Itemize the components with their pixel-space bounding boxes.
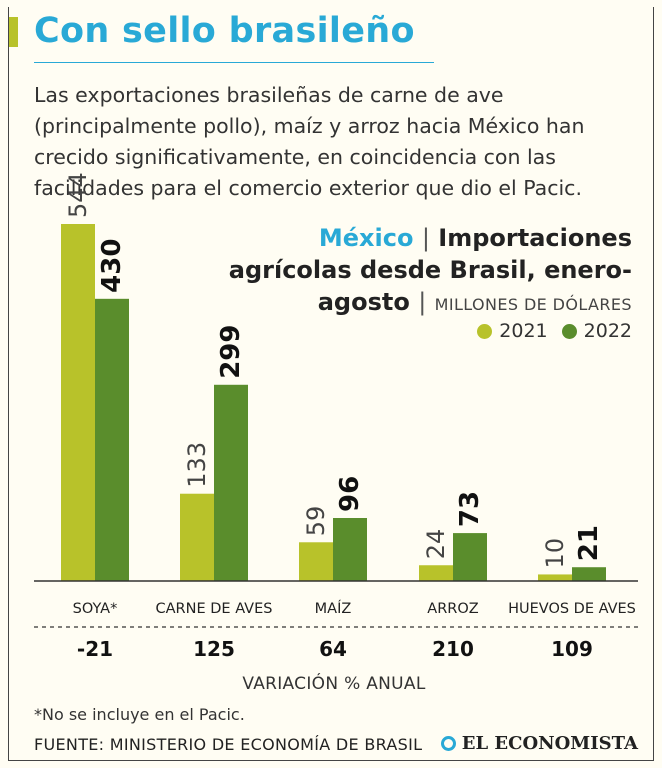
data-label-2022-2: 96	[335, 476, 365, 512]
headline-accent-bar	[9, 17, 18, 47]
bar-2022-1	[214, 384, 248, 581]
bar-2021-4	[538, 574, 572, 581]
brand-logo: EL ECONOMISTA	[440, 733, 638, 754]
brand-name: EL ECONOMISTA	[461, 733, 638, 754]
variation-value-3: 210	[432, 637, 474, 661]
data-label-2022-0: 430	[97, 239, 127, 293]
data-label-2021-1: 133	[183, 442, 211, 488]
variation-value-4: 109	[551, 637, 593, 661]
source-credit: FUENTE: MINISTERIO DE ECONOMÍA DE BRASIL	[34, 735, 423, 754]
legend-entry-2022: 2022	[561, 320, 632, 342]
data-label-2022-4: 21	[574, 525, 604, 561]
bar-2022-4	[572, 567, 606, 581]
chart-heading-separator-2: |	[418, 288, 427, 316]
legend-label-2021: 2021	[499, 320, 548, 342]
legend-swatch-2022	[561, 323, 577, 339]
chart-heading-separator: |	[421, 224, 430, 252]
variation-caption: VARIACIÓN % ANUAL	[242, 672, 425, 694]
variation-value-2: 64	[319, 637, 347, 661]
brand-icon	[440, 736, 456, 751]
footnote: *No se incluye en el Pacic.	[34, 705, 245, 724]
category-label-2: MAÍZ	[315, 600, 352, 617]
chart-heading-title-part1: Importaciones	[438, 224, 632, 252]
headline-rule	[34, 62, 434, 63]
bar-2022-2	[333, 518, 367, 581]
headline: Con sello brasileño	[34, 11, 415, 51]
data-label-2022-3: 73	[455, 491, 485, 527]
bar-2021-1	[180, 493, 214, 581]
chart-heading-title-part2: agrícolas desde Brasil, enero-	[228, 256, 632, 284]
bar-2022-3	[453, 533, 487, 581]
bar-2022-0	[95, 298, 129, 581]
chart-heading: México | Importaciones agrícolas desde B…	[212, 222, 632, 321]
chart-heading-country: México	[318, 224, 414, 252]
data-label-2021-3: 24	[422, 529, 450, 560]
bar-2021-0	[61, 224, 95, 581]
data-label-2021-0: 544	[64, 172, 92, 218]
graphic-frame	[7, 7, 654, 761]
legend: 2021 2022	[477, 320, 632, 342]
category-label-3: ARROZ	[427, 601, 478, 617]
category-label-4: HUEVOS DE AVES	[508, 601, 636, 617]
variation-value-0: -21	[77, 637, 113, 661]
category-label-1: CARNE DE AVES	[156, 601, 273, 617]
chart-heading-title-part3: agosto	[317, 288, 410, 316]
bar-2021-2	[299, 542, 333, 581]
bar-2021-3	[419, 565, 453, 581]
intro-text: Las exportaciones brasileñas de carne de…	[34, 83, 585, 200]
data-label-2021-2: 59	[302, 506, 330, 537]
legend-entry-2021: 2021	[477, 320, 548, 342]
category-label-0: SOYA*	[73, 601, 118, 617]
data-label-2021-4: 10	[541, 538, 569, 569]
chart-units: MILLONES DE DÓLARES	[434, 295, 632, 314]
data-label-2022-1: 299	[216, 325, 246, 379]
variation-value-1: 125	[193, 637, 235, 661]
legend-label-2022: 2022	[583, 320, 632, 342]
legend-swatch-2021	[477, 323, 493, 339]
